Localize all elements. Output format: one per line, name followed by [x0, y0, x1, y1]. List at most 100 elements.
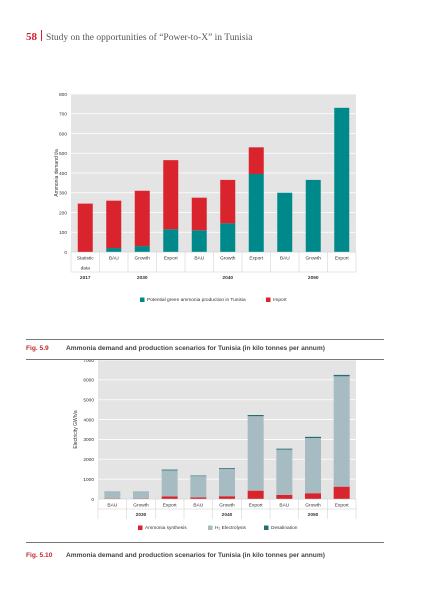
- bar-segment: [161, 470, 178, 497]
- y-tick-label: 1000: [83, 477, 94, 483]
- bar-segment: [163, 160, 179, 230]
- y-tick-label: 100: [59, 230, 67, 236]
- legend-swatch: [208, 525, 213, 530]
- bar-segment: [247, 416, 264, 491]
- bar-segment: [190, 497, 207, 499]
- group-label: 2030: [137, 275, 148, 281]
- bar-segment: [77, 203, 93, 252]
- bar-segment: [334, 107, 350, 252]
- category-label: Growth: [133, 503, 149, 509]
- bar-segment: [104, 492, 121, 499]
- bar-segment: [220, 223, 236, 252]
- bar-segment: [277, 192, 293, 252]
- bar-segment: [191, 197, 207, 231]
- bar-segment: [248, 173, 264, 252]
- y-axis-title: Ammonia demand t/a: [54, 149, 60, 197]
- y-tick-label: 300: [59, 191, 67, 197]
- bar-segment: [163, 229, 179, 252]
- category-label: Export: [249, 256, 264, 262]
- figure-caption: Fig. 5.9 Ammonia demand and production sc…: [26, 345, 325, 352]
- bar-segment: [134, 246, 150, 252]
- ammonia-demand-chart: 0 100 200 300 400 500 600 700 800 Ammonia demand …: [54, 92, 357, 303]
- y-axis-title: Electricity GWh/a: [73, 410, 79, 449]
- y-tick-label: 0: [64, 250, 67, 256]
- category-label: Growth: [305, 503, 321, 509]
- y-tick-label: 800: [59, 92, 67, 98]
- legend-swatch: [266, 297, 271, 302]
- bar-segment: [161, 469, 178, 471]
- category-label: Export: [335, 503, 350, 509]
- bar-segment: [305, 493, 321, 499]
- bar-segment: [191, 230, 207, 252]
- bar-segment: [106, 200, 122, 249]
- bar-segment: [220, 179, 236, 224]
- bar-segment: [305, 436, 321, 439]
- bar-segment: [134, 190, 150, 247]
- bar-segment: [190, 476, 207, 498]
- y-tick-label: 200: [59, 210, 67, 216]
- category-label: Growth: [135, 256, 151, 262]
- category-label: Export: [249, 503, 264, 509]
- bar-segment: [219, 496, 235, 499]
- legend-label: Import: [273, 297, 287, 303]
- category-label: Export: [335, 256, 350, 262]
- bar-segment: [276, 448, 293, 450]
- y-tick-label: 700: [59, 112, 67, 118]
- bar-segment: [305, 438, 321, 494]
- figure-caption: Fig. 5.10 Ammonia demand and production s…: [26, 552, 325, 559]
- bar-segment: [333, 486, 350, 499]
- y-tick-label: 7000: [83, 358, 94, 364]
- group-label: 2040: [222, 512, 233, 518]
- legend-label: Desalination: [271, 525, 298, 531]
- category-label: Export: [163, 503, 178, 509]
- bar-segment: [276, 449, 293, 495]
- figure-caption-text: Ammonia demand and production scenarios …: [66, 345, 325, 352]
- bar-segment: [247, 490, 264, 499]
- figure-caption-text: Ammonia demand and production scenarios …: [66, 552, 325, 559]
- bar-segment: [247, 415, 264, 417]
- caption-rule-top: [26, 542, 384, 543]
- group-label: 2050: [308, 512, 319, 518]
- bar-segment: [333, 376, 350, 487]
- bar-segment: [106, 248, 122, 252]
- category-label: Statistic: [77, 256, 94, 262]
- category-label: BAU: [194, 256, 204, 262]
- legend-label: Potential green ammonia production in Tu…: [147, 297, 246, 303]
- bar-segment: [219, 469, 235, 497]
- y-tick-label: 500: [59, 151, 67, 157]
- figure-label: Fig. 5.9: [26, 345, 49, 352]
- legend-swatch: [264, 525, 269, 530]
- category-label: Growth: [220, 256, 236, 262]
- y-tick-label: 5000: [83, 398, 94, 404]
- bar-segment: [133, 492, 149, 499]
- y-tick-label: 0: [91, 497, 94, 503]
- group-label: 2050: [308, 275, 319, 281]
- y-tick-label: 600: [59, 131, 67, 137]
- header-divider: [41, 30, 42, 41]
- category-label: Growth: [219, 503, 235, 509]
- caption-rule-top: [26, 339, 384, 340]
- y-tick-label: 6000: [83, 378, 94, 384]
- figure-label: Fig. 5.10: [26, 552, 53, 559]
- bar-segment: [161, 496, 178, 499]
- bar-segment: [190, 475, 207, 477]
- category-label: Export: [164, 256, 179, 262]
- page-number: 58: [26, 31, 37, 43]
- legend-swatch: [138, 525, 143, 530]
- legend-label: H₂ Electrolysis: [215, 525, 247, 531]
- bar-segment: [219, 468, 235, 470]
- category-label: Growth: [306, 256, 322, 262]
- category-label: BAU: [280, 256, 290, 262]
- category-label: BAU: [109, 256, 119, 262]
- category-label: BAU: [107, 503, 117, 509]
- y-tick-label: 4000: [83, 417, 94, 423]
- bar-segment: [305, 179, 321, 252]
- category-label: BAU: [279, 503, 289, 509]
- bar-segment: [276, 494, 293, 499]
- legend-label: Ammonia synthesis: [145, 525, 187, 531]
- group-label: 2040: [222, 275, 233, 281]
- bar-segment: [333, 374, 350, 377]
- running-title: Study on the opportunities of “Power-to-…: [46, 33, 253, 43]
- group-label: 2017: [80, 275, 91, 281]
